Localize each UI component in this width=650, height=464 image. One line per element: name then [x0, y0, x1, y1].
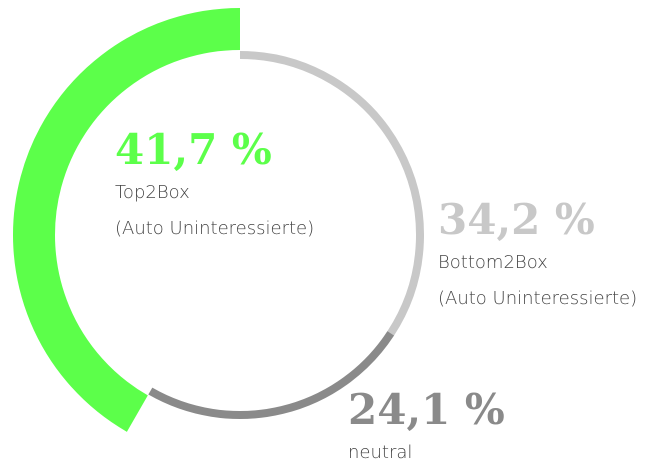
donut-segment	[239, 51, 424, 336]
category-note: (Auto Uninteressierte)	[438, 288, 637, 309]
value-label: 34,2 %	[438, 195, 595, 244]
category-note: (Auto Uninteressierte)	[115, 218, 314, 239]
donut-segment	[148, 331, 395, 419]
value-label: 41,7 %	[115, 125, 272, 174]
category-label: Bottom2Box	[438, 252, 548, 273]
category-label: Top2Box	[115, 182, 190, 203]
category-label: neutral	[348, 442, 412, 463]
donut-segment	[13, 8, 241, 432]
value-label: 24,1 %	[348, 385, 505, 434]
